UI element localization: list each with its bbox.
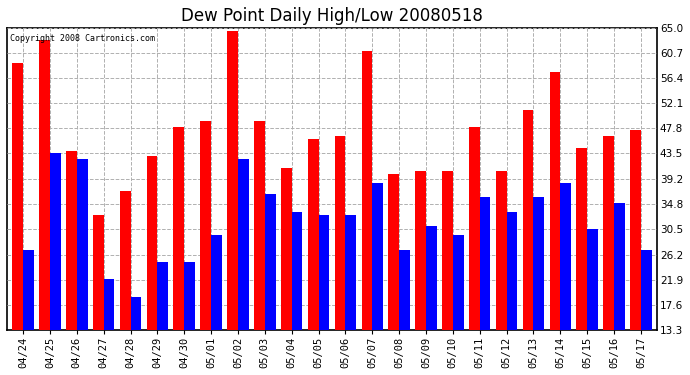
Bar bbox=[614, 203, 624, 330]
Bar bbox=[308, 139, 319, 330]
Bar bbox=[549, 72, 560, 330]
Bar bbox=[560, 183, 571, 330]
Bar bbox=[469, 127, 480, 330]
Title: Dew Point Daily High/Low 20080518: Dew Point Daily High/Low 20080518 bbox=[181, 7, 483, 25]
Bar bbox=[39, 40, 50, 330]
Bar bbox=[335, 136, 346, 330]
Bar bbox=[415, 171, 426, 330]
Bar bbox=[442, 171, 453, 330]
Bar bbox=[23, 250, 34, 330]
Bar bbox=[346, 215, 356, 330]
Bar bbox=[265, 194, 275, 330]
Bar bbox=[227, 31, 238, 330]
Bar bbox=[147, 156, 157, 330]
Bar bbox=[281, 168, 292, 330]
Bar bbox=[319, 215, 329, 330]
Bar bbox=[184, 261, 195, 330]
Text: Copyright 2008 Cartronics.com: Copyright 2008 Cartronics.com bbox=[10, 34, 155, 43]
Bar bbox=[630, 130, 641, 330]
Bar bbox=[373, 183, 383, 330]
Bar bbox=[453, 235, 464, 330]
Bar bbox=[211, 235, 222, 330]
Bar bbox=[238, 159, 248, 330]
Bar bbox=[523, 110, 533, 330]
Bar bbox=[104, 279, 115, 330]
Bar bbox=[641, 250, 651, 330]
Bar bbox=[157, 261, 168, 330]
Bar bbox=[50, 153, 61, 330]
Bar bbox=[120, 191, 130, 330]
Bar bbox=[388, 174, 399, 330]
Bar bbox=[12, 63, 23, 330]
Bar bbox=[292, 212, 302, 330]
Bar bbox=[533, 197, 544, 330]
Bar bbox=[173, 127, 184, 330]
Bar bbox=[603, 136, 614, 330]
Bar bbox=[254, 122, 265, 330]
Bar bbox=[506, 212, 518, 330]
Bar bbox=[362, 51, 373, 330]
Bar bbox=[587, 230, 598, 330]
Bar bbox=[130, 297, 141, 330]
Bar bbox=[93, 215, 104, 330]
Bar bbox=[200, 122, 211, 330]
Bar bbox=[426, 226, 437, 330]
Bar bbox=[480, 197, 491, 330]
Bar bbox=[399, 250, 410, 330]
Bar bbox=[576, 148, 587, 330]
Bar bbox=[496, 171, 506, 330]
Bar bbox=[66, 150, 77, 330]
Bar bbox=[77, 159, 88, 330]
